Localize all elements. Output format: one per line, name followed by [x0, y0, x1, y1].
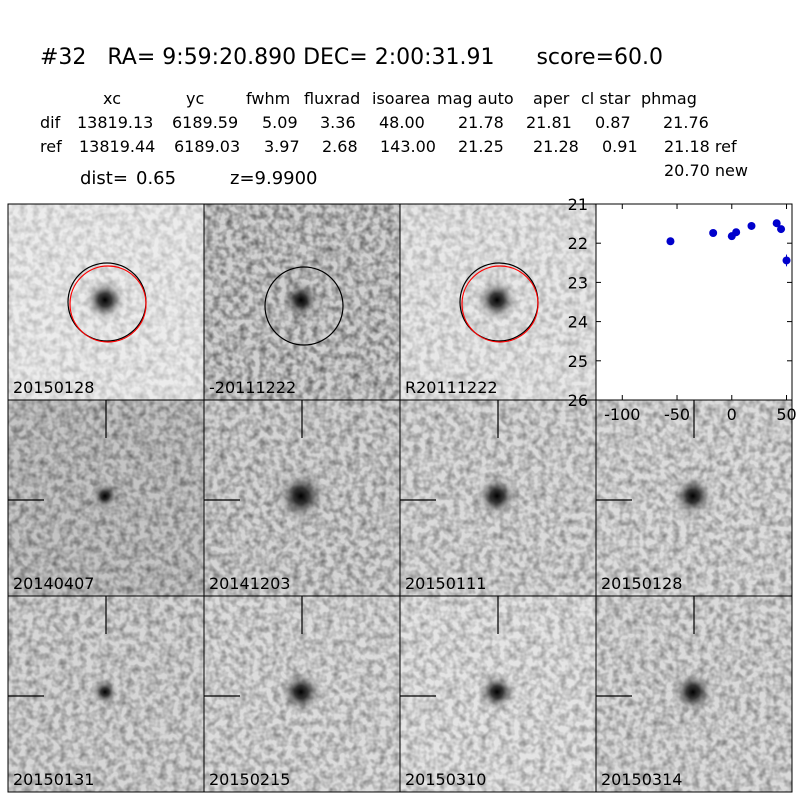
panel-label: 20150128 [601, 574, 682, 593]
data-point [777, 225, 786, 234]
cutout-panel: 20150314 [595, 595, 793, 793]
source [91, 482, 119, 510]
cutout-panel: 20140407 [7, 399, 205, 597]
column-header: fluxrad [304, 89, 360, 108]
table-cell: 21.81 [526, 113, 572, 132]
panel-label: 20150310 [405, 770, 486, 789]
y-tick-label: 24 [568, 313, 588, 332]
z-label: z=9.9900 [230, 168, 318, 189]
x-tick-label: 50 [776, 405, 796, 424]
table-cell: 143.00 [380, 137, 436, 156]
aperture-red [461, 265, 539, 343]
table-cell: 3.36 [320, 113, 356, 132]
panel-label: 20150128 [13, 378, 94, 397]
data-point [709, 229, 718, 238]
row-label: ref [40, 137, 62, 156]
column-header: aper [533, 89, 570, 108]
table-note: 20.70 new [664, 161, 748, 180]
panel-label: 20150215 [209, 770, 290, 789]
source [281, 280, 321, 320]
cutout-panel: 20150310 [399, 595, 597, 793]
cutout-panel: 20150128 [7, 203, 205, 401]
source [279, 670, 323, 714]
source [275, 470, 327, 522]
panel-label: R20111222 [405, 378, 498, 397]
table-cell: 48.00 [379, 113, 425, 132]
y-tick-label: 22 [568, 234, 588, 253]
source [475, 278, 519, 322]
aperture-black [264, 266, 344, 346]
dist-value: 0.65 [136, 168, 176, 189]
cutout-panel: -20111222 [203, 203, 401, 401]
y-tick-label: 25 [568, 352, 588, 371]
panel-label: 20150314 [601, 770, 682, 789]
panel-label: -20111222 [209, 378, 296, 397]
data-point [747, 221, 756, 230]
source [671, 474, 715, 518]
cutout-panel: R20111222 [399, 203, 597, 401]
column-header: mag auto [437, 89, 514, 108]
table-cell: 21.28 [533, 137, 579, 156]
cutout-panel: 20141203 [203, 399, 401, 597]
aperture-red [69, 265, 147, 343]
panel-frame [595, 595, 793, 793]
panel-label: 20140407 [13, 574, 94, 593]
cutout-panel: 20150128 [595, 399, 793, 597]
table-cell: 21.25 [458, 137, 504, 156]
table-cell: 13819.44 [79, 137, 155, 156]
cutout-panel: 20150131 [7, 595, 205, 793]
column-header: isoarea [372, 89, 430, 108]
table-cell: 5.09 [262, 113, 298, 132]
data-point [782, 256, 791, 265]
source [475, 474, 519, 518]
y-tick-label: 26 [568, 391, 588, 410]
panel-label: 20141203 [209, 574, 290, 593]
table-cell: 3.97 [264, 137, 300, 156]
cutout-panel: 20150215 [203, 595, 401, 793]
panel-label: 20150111 [405, 574, 486, 593]
cutout-panel: 20150111 [399, 399, 597, 597]
y-tick-label: 23 [568, 273, 588, 292]
data-point [666, 237, 675, 246]
panel-label: 20150131 [13, 770, 94, 789]
column-header: yc [186, 89, 204, 108]
source [477, 672, 517, 712]
column-header: xc [103, 89, 121, 108]
dist-label: dist= [80, 168, 128, 189]
table-cell: 13819.13 [77, 113, 153, 132]
table-cell: 21.76 [663, 113, 709, 132]
data-point [772, 219, 781, 228]
table-cell: 2.68 [322, 137, 358, 156]
y-tick-label: 21 [568, 195, 588, 214]
row-label: dif [40, 113, 61, 132]
table-cell: 0.91 [602, 137, 638, 156]
source [91, 678, 119, 706]
data-point [732, 228, 741, 237]
table-cell: 0.87 [595, 113, 631, 132]
table-cell: 6189.03 [174, 137, 240, 156]
column-header: fwhm [246, 89, 290, 108]
column-header: cl star [581, 89, 631, 108]
source [671, 670, 715, 714]
x-tick-label: 0 [727, 405, 737, 424]
column-header: phmag [641, 89, 697, 108]
source [83, 278, 127, 322]
plot-area [595, 203, 793, 401]
title: #32 RA= 9:59:20.890 DEC= 2:00:31.91 scor… [40, 45, 663, 70]
x-tick-label: -50 [664, 405, 690, 424]
x-tick-label: -100 [604, 405, 640, 424]
table-cell: 21.78 [458, 113, 504, 132]
table-cell: 6189.59 [172, 113, 238, 132]
table-cell: 21.18 ref [664, 137, 737, 156]
